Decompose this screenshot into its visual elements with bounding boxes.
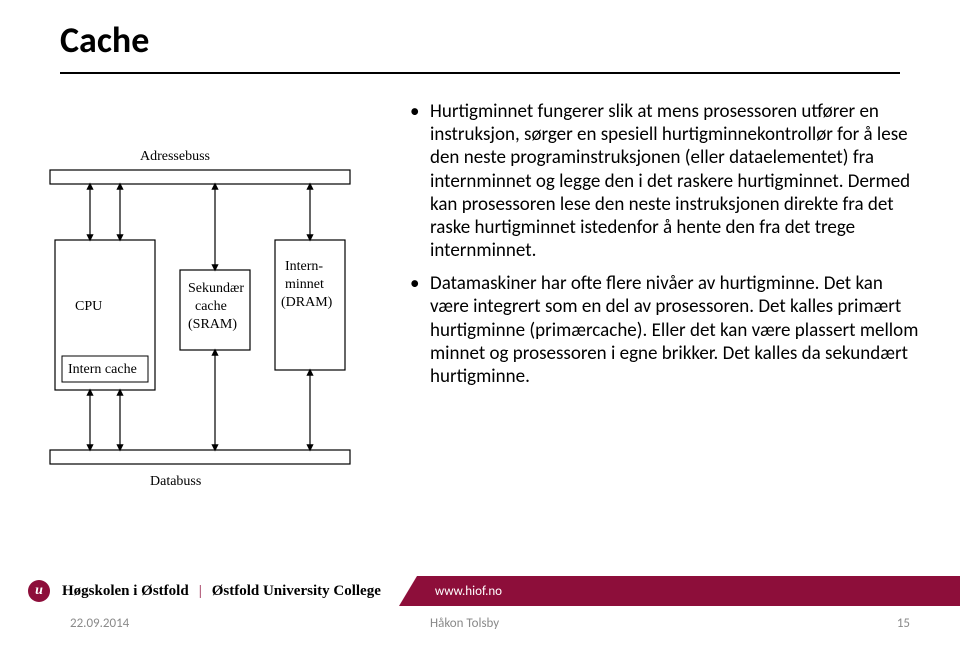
content-area: Adressebuss Databuss CPU Intern cache Se… — [40, 100, 920, 525]
slide-page-number: 15 — [897, 616, 910, 631]
cpu-label: CPU — [75, 299, 102, 314]
institution-logo-icon: u — [28, 580, 50, 602]
slide-date: 22.09.2014 — [70, 616, 129, 631]
slide: Cache Adressebuss Databuss CPU — [0, 0, 960, 650]
title-underline — [60, 72, 900, 74]
dram-l3: (DRAM) — [281, 295, 333, 310]
bullet-list: Hurtigminnet fungerer slik at mens prose… — [410, 100, 920, 388]
data-bus-label: Databuss — [150, 474, 201, 489]
secondary-cache-l3: (SRAM) — [188, 317, 237, 332]
footer-left: u Høgskolen i Østfold | Østfold Universi… — [0, 576, 399, 606]
institution-name-en: Østfold University College — [212, 583, 381, 600]
footer-slope — [399, 576, 417, 606]
title-area: Cache — [60, 18, 900, 74]
cache-diagram-svg: Adressebuss Databuss CPU Intern cache Se… — [40, 140, 380, 520]
institution-name: Høgskolen i Østfold | Østfold University… — [62, 583, 381, 600]
internal-cache-label: Intern cache — [68, 362, 137, 377]
data-bus-rect — [50, 450, 350, 464]
slide-author: Håkon Tolsby — [430, 616, 499, 631]
secondary-cache-l1: Sekundær — [188, 281, 244, 296]
secondary-cache-l2: cache — [195, 299, 227, 314]
institution-name-no: Høgskolen i Østfold — [62, 583, 189, 600]
bullet-item: Datamaskiner har ofte flere nivåer av hu… — [410, 272, 920, 388]
footer-right: www.hiof.no — [417, 576, 960, 606]
bullet-item: Hurtigminnet fungerer slik at mens prose… — [410, 100, 920, 262]
dram-l1: Intern- — [285, 259, 323, 274]
footer-url: www.hiof.no — [435, 584, 502, 599]
institution-divider: | — [199, 583, 202, 600]
cache-diagram: Adressebuss Databuss CPU Intern cache Se… — [40, 100, 380, 525]
address-bus-label: Adressebuss — [140, 149, 210, 164]
bullet-text-column: Hurtigminnet fungerer slik at mens prose… — [410, 100, 920, 525]
footer-meta-row: 22.09.2014 Håkon Tolsby 15 — [0, 616, 960, 636]
dram-l2: minnet — [285, 277, 324, 292]
footer-bar: u Høgskolen i Østfold | Østfold Universi… — [0, 576, 960, 606]
address-bus-rect — [50, 170, 350, 184]
slide-title: Cache — [60, 18, 900, 62]
